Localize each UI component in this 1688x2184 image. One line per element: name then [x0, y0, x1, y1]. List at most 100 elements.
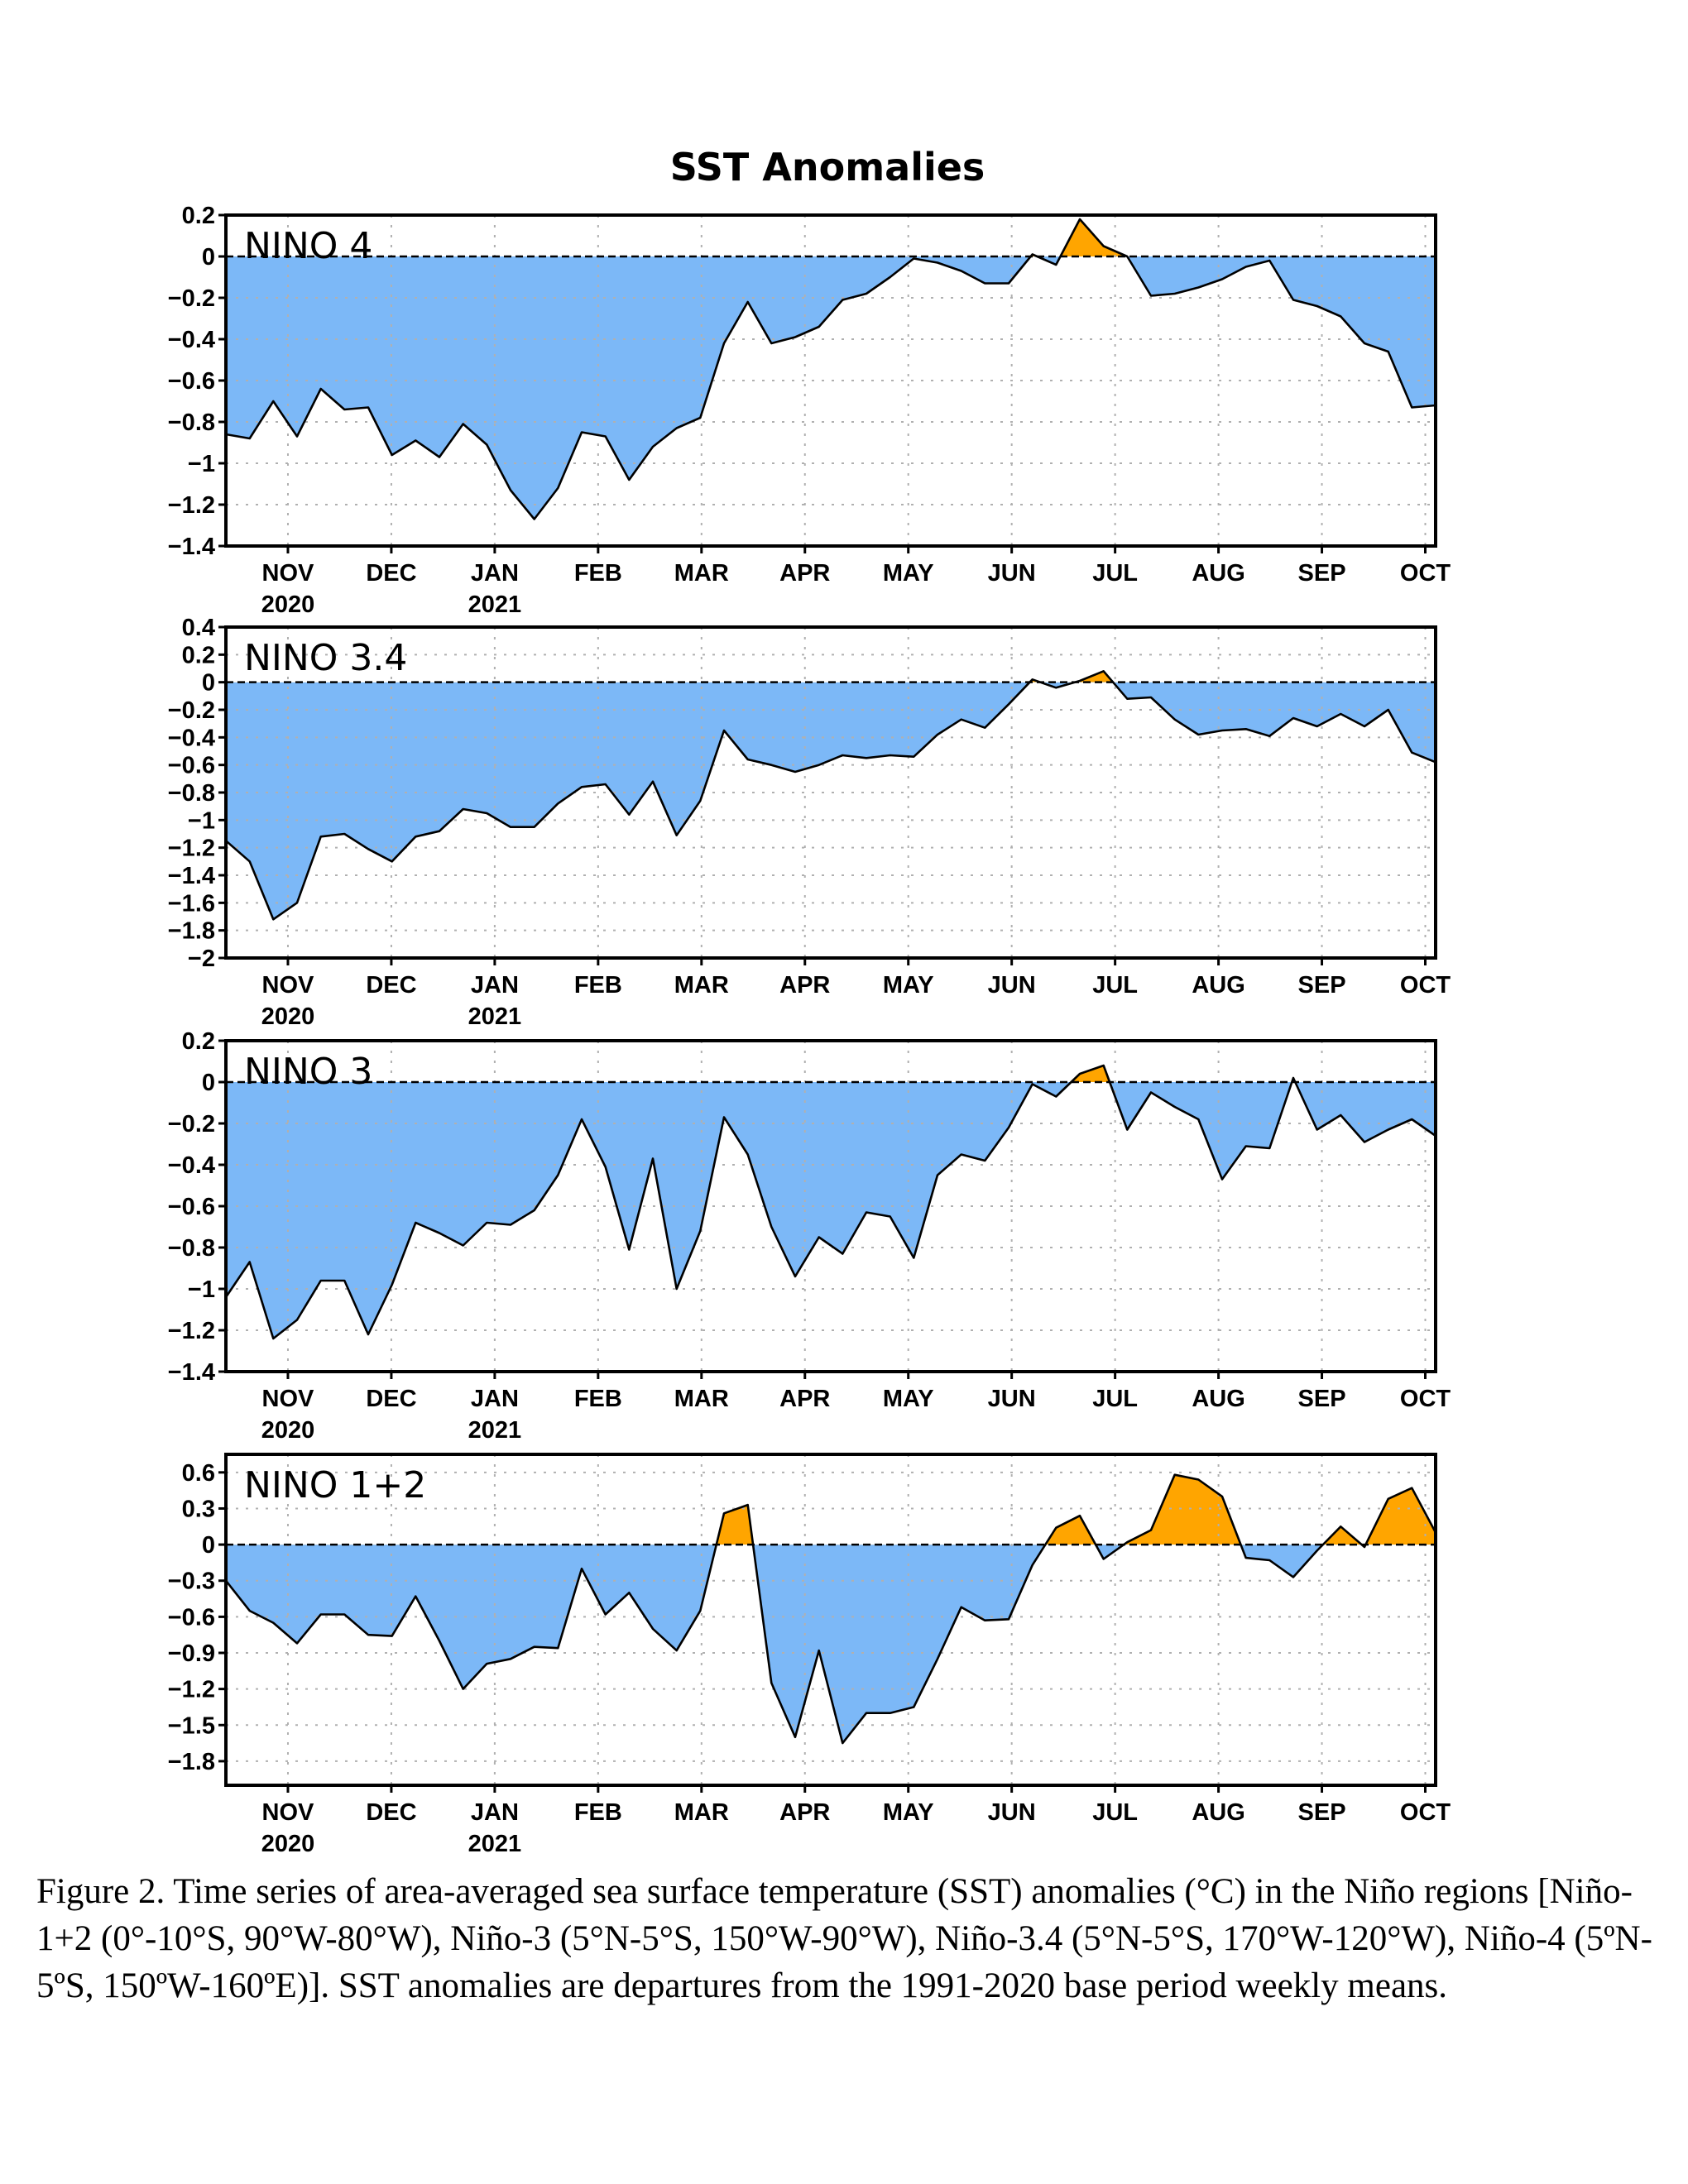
- x-tick-label-month: JAN: [471, 972, 519, 999]
- x-tick-label-month: NOV: [262, 1386, 315, 1412]
- x-tick-label-year: 2021: [468, 1831, 522, 1857]
- x-tick-label-month: DEC: [366, 972, 416, 999]
- y-tick-label: 0: [202, 1070, 215, 1096]
- y-tick-label: −0.6: [168, 1194, 215, 1220]
- y-tick-label: −1.5: [168, 1712, 215, 1739]
- x-tick-label-month: SEP: [1298, 560, 1346, 587]
- x-tick-label-month: AUG: [1192, 1386, 1244, 1412]
- y-tick-label: 0.2: [182, 1028, 215, 1055]
- y-tick-label: 0.4: [182, 615, 215, 641]
- x-tick-label-month: JUL: [1092, 560, 1138, 587]
- x-tick-label-month: JUL: [1092, 1386, 1138, 1412]
- x-tick-label-month: JUN: [988, 972, 1036, 999]
- x-tick-label-month: APR: [779, 1386, 830, 1412]
- panel-nino-1-2: 0.6 0.3 0 −0.3 −0.6 −0.9 −1.2 −1.5 −1.8 NOV DEC JAN…: [168, 1453, 1451, 1857]
- x-tick-label-month: JAN: [471, 1799, 519, 1826]
- y-tick-label: −1.6: [168, 890, 215, 917]
- panel-nino-3-4: 0.40.20−0.2−0.4−0.6−0.8−1−1.2−1.4−1.6−1.…: [168, 615, 1451, 1030]
- x-tick-label-month: MAR: [674, 1386, 729, 1412]
- y-tick-label: −0.2: [168, 1111, 215, 1138]
- y-tick-label: −0.8: [168, 410, 215, 436]
- y-tick-label: −1.4: [168, 1359, 215, 1386]
- x-tick-label-month: MAR: [674, 560, 729, 587]
- y-tick-label: −1.2: [168, 1677, 215, 1703]
- region-label: NINO 1+2: [244, 1464, 426, 1506]
- y-tick-label: −0.6: [168, 368, 215, 395]
- x-tick-label-month: MAY: [883, 1799, 934, 1826]
- y-tick-label: −1.8: [168, 1749, 215, 1775]
- x-tick-label-month: DEC: [366, 1386, 416, 1412]
- x-tick-label-month: SEP: [1298, 1386, 1346, 1412]
- x-tick-label-month: DEC: [366, 1799, 416, 1826]
- x-tick-label-month: JUN: [988, 1799, 1036, 1826]
- anomaly-series-line: [224, 1473, 1437, 1745]
- anomaly-series-line: [225, 669, 1436, 921]
- y-tick-label: −0.8: [168, 780, 215, 807]
- x-tick-label-month: APR: [779, 560, 830, 587]
- figure-title: SST Anomalies: [670, 145, 985, 189]
- sst-anomalies-figure: SST Anomalies 0.20−0.2−0.4−0.6−0.8−1−1.2…: [168, 145, 1451, 1857]
- y-tick-label: −0.9: [168, 1640, 215, 1667]
- x-tick-label-month: FEB: [574, 972, 622, 999]
- x-tick-label-year: 2020: [261, 1831, 315, 1857]
- y-tick-label: −0.6: [168, 753, 215, 779]
- x-tick-label-month: MAY: [883, 560, 934, 587]
- x-tick-label-month: OCT: [1400, 1799, 1451, 1826]
- x-tick-label-month: JAN: [471, 560, 519, 587]
- x-tick-label-month: JUN: [988, 560, 1036, 587]
- x-tick-label-year: 2020: [261, 1417, 315, 1444]
- x-tick-label-month: FEB: [574, 1799, 622, 1826]
- negative-anomaly-area: [226, 1082, 1436, 1339]
- x-tick-label-month: AUG: [1192, 560, 1244, 587]
- region-label: NINO 3: [244, 1051, 372, 1093]
- negative-anomaly-area: [226, 256, 1436, 520]
- x-tick-label-month: MAR: [674, 972, 729, 999]
- y-tick-label: −1.8: [168, 918, 215, 945]
- x-tick-label-year: 2021: [468, 592, 522, 618]
- x-tick-label-month: APR: [779, 1799, 830, 1826]
- negative-anomaly-area: [226, 682, 1436, 920]
- y-tick-label: −1.2: [168, 836, 215, 862]
- y-tick-label: −1: [188, 807, 215, 834]
- x-tick-label-year: 2021: [468, 1003, 522, 1030]
- y-tick-label: 0: [202, 244, 215, 271]
- y-tick-label: 0.3: [182, 1496, 215, 1522]
- y-tick-label: −1.2: [168, 1318, 215, 1344]
- x-tick-label-month: JAN: [471, 1386, 519, 1412]
- y-tick-label: 0.2: [182, 203, 215, 229]
- y-tick-label: −0.8: [168, 1235, 215, 1262]
- plot-frame: [224, 1453, 1437, 1787]
- y-tick-label: −0.4: [168, 327, 215, 353]
- x-tick-label-month: OCT: [1400, 972, 1451, 999]
- anomaly-series-line: [224, 1064, 1436, 1340]
- positive-anomaly-area: [716, 1474, 1436, 1545]
- x-tick-label-month: MAR: [674, 1799, 729, 1826]
- x-tick-label-month: AUG: [1192, 972, 1244, 999]
- x-tick-label-year: 2020: [261, 1003, 315, 1030]
- y-tick-label: 0.2: [182, 642, 215, 668]
- y-tick-label: −0.4: [168, 725, 215, 751]
- x-tick-label-month: NOV: [262, 560, 315, 587]
- x-tick-label-month: JUL: [1092, 1799, 1138, 1826]
- y-tick-label: −1: [188, 451, 215, 477]
- x-tick-label-month: FEB: [574, 560, 622, 587]
- y-tick-label: −1.4: [168, 534, 215, 560]
- x-tick-label-month: OCT: [1400, 1386, 1451, 1412]
- x-tick-label-year: 2021: [468, 1417, 522, 1444]
- positive-anomaly-area: [1029, 671, 1114, 682]
- panel-nino-3: 0.2 0 −0.2 −0.4 −0.6 −0.8 −1 −1.2 −1.4 NOV DEC JAN F…: [168, 1028, 1451, 1444]
- x-tick-label-month: SEP: [1298, 972, 1346, 999]
- x-tick-label-month: APR: [779, 972, 830, 999]
- y-tick-label: −1.4: [168, 863, 215, 889]
- x-tick-label-month: FEB: [574, 1386, 622, 1412]
- y-tick-label: −0.4: [168, 1152, 215, 1179]
- negative-anomaly-area: [226, 1545, 1436, 1744]
- x-tick-label-month: NOV: [262, 1799, 315, 1826]
- x-tick-label-month: MAY: [883, 1386, 934, 1412]
- x-tick-label-month: NOV: [262, 972, 315, 999]
- y-tick-label: −0.6: [168, 1604, 215, 1631]
- x-tick-label-month: JUN: [988, 1386, 1036, 1412]
- x-tick-label-month: JUL: [1092, 972, 1138, 999]
- y-tick-label: 0.6: [182, 1460, 215, 1487]
- y-tick-label: −2: [188, 946, 215, 972]
